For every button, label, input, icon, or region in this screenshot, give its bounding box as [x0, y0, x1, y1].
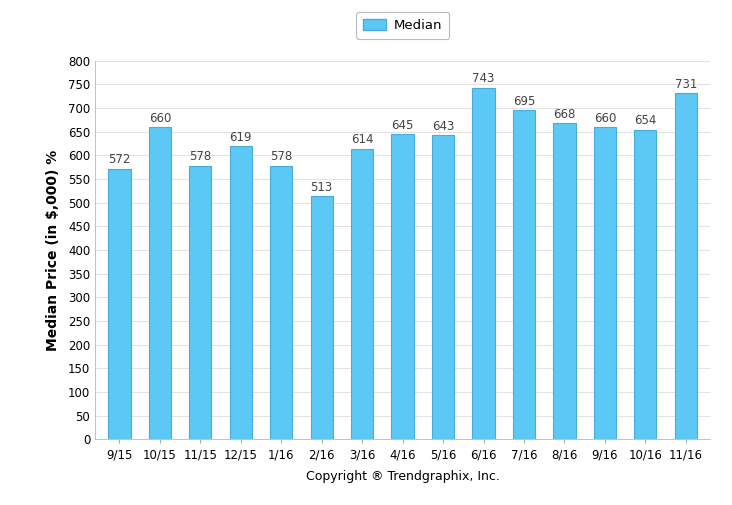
- Text: 731: 731: [675, 78, 697, 91]
- Text: 578: 578: [270, 150, 292, 163]
- Text: 645: 645: [392, 119, 414, 132]
- Text: 643: 643: [432, 120, 455, 132]
- Text: 513: 513: [310, 181, 333, 194]
- Text: 578: 578: [189, 150, 212, 163]
- Bar: [553, 123, 575, 439]
- X-axis label: Copyright ® Trendgraphix, Inc.: Copyright ® Trendgraphix, Inc.: [306, 470, 499, 483]
- Legend: Median: Median: [356, 12, 449, 38]
- Text: 660: 660: [149, 112, 171, 125]
- Y-axis label: Median Price (in $,000) %: Median Price (in $,000) %: [45, 149, 60, 350]
- Bar: [270, 166, 292, 439]
- Bar: [108, 169, 130, 439]
- Bar: [310, 196, 333, 439]
- Text: 572: 572: [108, 153, 130, 166]
- Bar: [634, 130, 657, 439]
- Text: 660: 660: [594, 112, 616, 125]
- Bar: [472, 87, 495, 439]
- Bar: [594, 127, 616, 439]
- Bar: [513, 110, 535, 439]
- Text: 668: 668: [553, 108, 575, 121]
- Bar: [230, 146, 252, 439]
- Text: 654: 654: [634, 114, 657, 127]
- Bar: [675, 93, 697, 439]
- Text: 619: 619: [230, 131, 252, 144]
- Bar: [432, 135, 454, 439]
- Text: 695: 695: [513, 95, 535, 108]
- Text: 614: 614: [351, 133, 373, 146]
- Bar: [351, 148, 373, 439]
- Text: 743: 743: [472, 72, 495, 85]
- Bar: [189, 166, 212, 439]
- Bar: [149, 127, 171, 439]
- Bar: [392, 134, 414, 439]
